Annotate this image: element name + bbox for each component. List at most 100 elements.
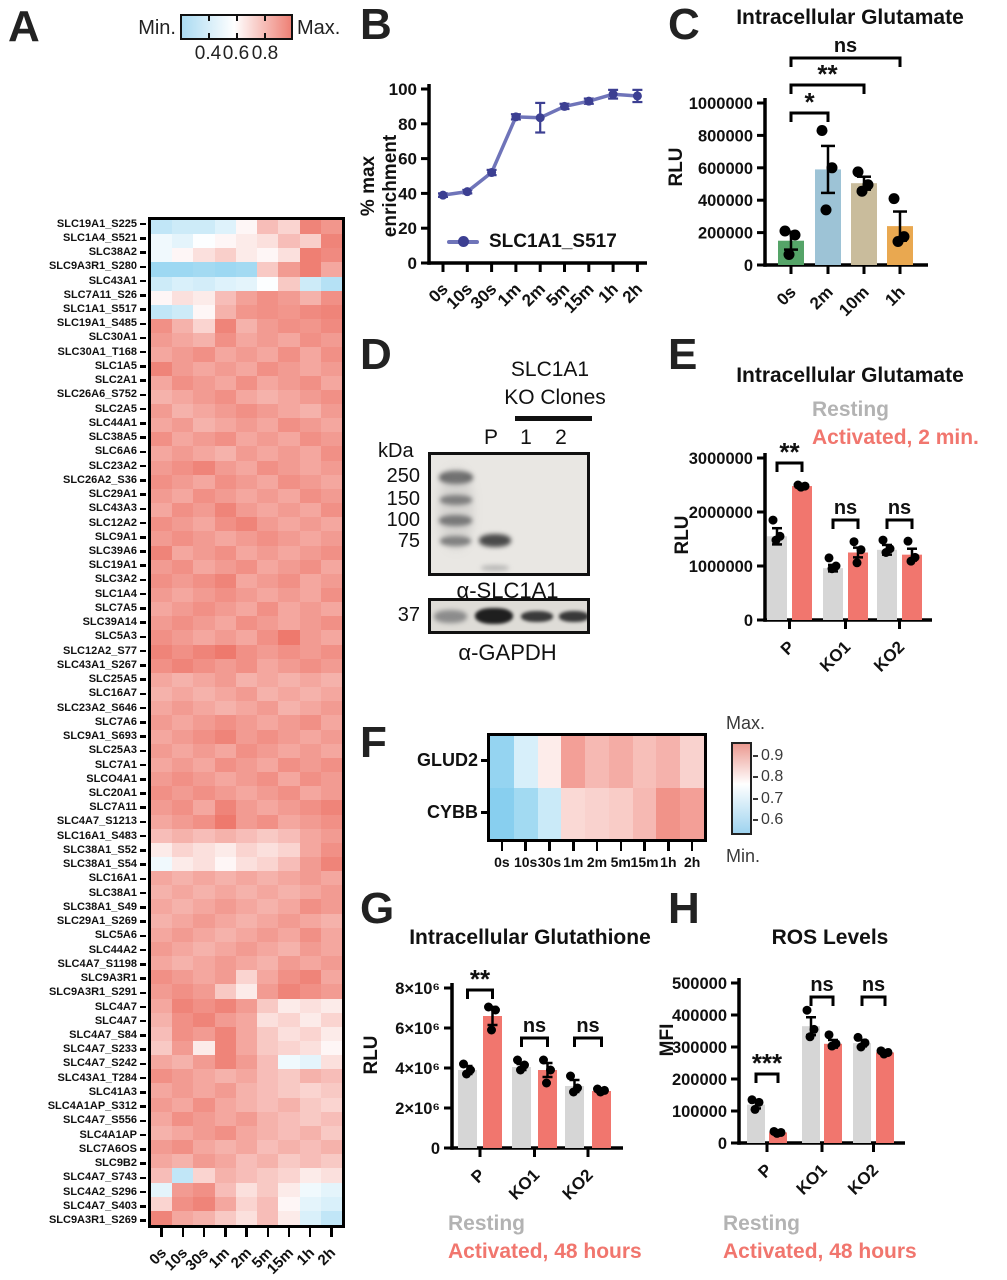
heatmap-cell <box>320 786 342 801</box>
heatmap-cell <box>151 800 173 815</box>
heatmap-cell <box>257 984 279 999</box>
data-point <box>783 248 795 260</box>
heatmap-cell <box>214 757 236 773</box>
heatmap-cell <box>172 290 194 305</box>
h-title: ROS Levels <box>771 926 889 949</box>
heatmap-cell <box>299 913 321 928</box>
heatmap-cell <box>299 956 321 971</box>
heatmap-cell <box>172 517 194 532</box>
heatmap-cell <box>299 1097 321 1112</box>
heatmap-row-label: SLC1A4_S521 <box>0 231 146 245</box>
heatmap-cell <box>585 736 609 788</box>
heatmap-cell <box>278 814 300 829</box>
heatmap-row-label: SLC9A3R1 <box>0 971 146 985</box>
heatmap-cell <box>257 800 279 815</box>
western-blot-gapdh <box>428 598 590 634</box>
heatmap-row-label: SLC41A3 <box>0 1085 146 1099</box>
colorbar-a-gradient <box>180 14 293 40</box>
bar <box>458 1070 477 1148</box>
heatmap-cell <box>320 630 342 645</box>
heatmap-row-label: SLC4A1AP_S312 <box>0 1100 146 1114</box>
heatmap-cell <box>214 446 236 461</box>
heatmap-cell <box>193 1069 215 1084</box>
x-tick-label: KO2 <box>559 1165 597 1203</box>
data-point <box>546 1065 555 1075</box>
heatmap-cell <box>151 899 173 914</box>
heatmap-cell <box>257 1040 279 1056</box>
heatmap-cell <box>151 1097 173 1112</box>
heatmap-cell <box>257 488 279 504</box>
heatmap-row-label: SLC12A2 <box>0 516 146 530</box>
heatmap-cell <box>172 1097 194 1112</box>
data-point <box>826 162 838 174</box>
panel-letter-b: B <box>360 0 392 49</box>
heatmap-cell <box>235 814 258 829</box>
heatmap-cell <box>320 885 342 900</box>
heatmap-row-label: SLC4A7_S1198 <box>0 957 146 971</box>
heatmap-cell <box>172 856 194 872</box>
heatmap-row-label: SLC12A2_S77 <box>0 644 146 658</box>
heatmap-cell <box>278 1026 300 1041</box>
heatmap-cell <box>151 1168 173 1183</box>
data-point <box>824 1030 834 1040</box>
x-tick-label: 0s <box>773 282 800 309</box>
heatmap-cell <box>151 1069 173 1084</box>
heatmap-cell <box>320 772 342 787</box>
heatmap-cell <box>172 701 194 716</box>
panel-letter-f: F <box>360 718 387 767</box>
heatmap-cell <box>193 913 215 928</box>
heatmap-cell <box>193 885 215 900</box>
heatmap-row-label: SLC43A3 <box>0 502 146 516</box>
significance-label: ns <box>810 974 833 996</box>
heatmap-cell <box>278 1097 300 1112</box>
heatmap-cell <box>235 276 258 291</box>
heatmap-cell <box>278 404 300 419</box>
heatmap-cell <box>299 446 321 461</box>
heatmap-cell <box>151 970 173 985</box>
colorbar-f-tick: 0.8 <box>761 768 784 785</box>
heatmap-cell <box>172 757 194 773</box>
heatmap-cell <box>235 389 258 404</box>
heatmap-cell <box>278 984 300 999</box>
heatmap-cell <box>193 970 215 985</box>
heatmap-cell <box>172 432 194 447</box>
heatmap-cell <box>257 1069 279 1084</box>
heatmap-cell <box>172 559 194 574</box>
heatmap-cell <box>257 361 279 376</box>
heatmap-cell <box>235 404 258 419</box>
heatmap-cell <box>193 559 215 574</box>
heatmap-cell <box>235 531 258 546</box>
heatmap-cell <box>172 1125 194 1141</box>
heatmap-cell <box>278 800 300 815</box>
y-tick-label: 100000 <box>672 1103 727 1121</box>
heatmap-cell <box>320 899 342 914</box>
heatmap-cell <box>214 871 236 886</box>
heatmap-cell <box>193 418 215 433</box>
heatmap-cell <box>257 913 279 928</box>
heatmap-cell <box>193 319 215 334</box>
heatmap-cell <box>235 956 258 971</box>
data-point <box>491 1005 500 1015</box>
heatmap-cell <box>257 616 279 631</box>
heatmap-cell <box>172 1069 194 1084</box>
heatmap-cell <box>299 927 321 942</box>
heatmap-cell <box>151 658 173 673</box>
heatmap-cell <box>193 715 215 730</box>
heatmap-cell <box>320 573 342 589</box>
heatmap-cell <box>513 787 538 839</box>
heatmap-a-x-label: 10s <box>161 1244 191 1275</box>
heatmap-cell <box>151 474 173 489</box>
heatmap-cell <box>278 1196 300 1211</box>
heatmap-row-label: SLC43A1 <box>0 274 146 288</box>
heatmap-cell <box>257 998 279 1013</box>
heatmap-cell <box>235 602 258 617</box>
heatmap-cell <box>193 588 215 603</box>
data-point <box>516 1065 525 1075</box>
heatmap-cell <box>278 460 300 475</box>
heatmap-f-x-label: 5m <box>610 854 631 870</box>
data-point <box>879 1049 889 1059</box>
significance-label: ** <box>817 59 838 89</box>
h-legend-activated: Activated, 48 hours <box>723 1240 917 1263</box>
heatmap-cell <box>320 220 342 235</box>
